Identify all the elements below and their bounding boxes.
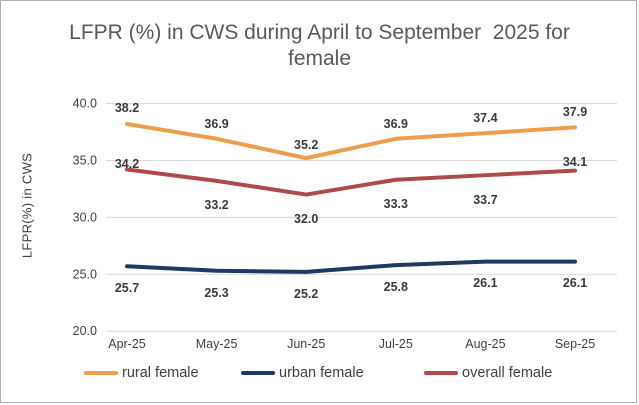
svg-text:26.1: 26.1 (563, 276, 587, 290)
svg-text:34.1: 34.1 (563, 155, 587, 169)
svg-text:40.0: 40.0 (73, 97, 97, 111)
svg-text:25.2: 25.2 (294, 287, 318, 301)
svg-text:Aug-25: Aug-25 (465, 337, 505, 351)
svg-text:Jun-25: Jun-25 (287, 337, 325, 351)
svg-text:37.4: 37.4 (473, 111, 497, 125)
svg-text:34.2: 34.2 (115, 157, 139, 171)
svg-text:Apr-25: Apr-25 (108, 337, 146, 351)
svg-text:33.7: 33.7 (473, 193, 497, 207)
svg-text:33.2: 33.2 (204, 198, 228, 212)
svg-text:35.2: 35.2 (294, 138, 318, 152)
svg-text:Sep-25: Sep-25 (555, 337, 595, 351)
svg-text:38.2: 38.2 (115, 101, 139, 115)
svg-text:May-25: May-25 (196, 337, 238, 351)
svg-text:26.1: 26.1 (473, 276, 497, 290)
svg-text:Jul-25: Jul-25 (379, 337, 413, 351)
svg-text:30.0: 30.0 (73, 210, 97, 224)
svg-text:25.7: 25.7 (115, 281, 139, 295)
svg-text:25.3: 25.3 (204, 286, 228, 300)
svg-text:25.0: 25.0 (73, 267, 97, 281)
svg-text:20.0: 20.0 (73, 324, 97, 338)
svg-text:25.8: 25.8 (384, 280, 408, 294)
svg-text:32.0: 32.0 (294, 212, 318, 226)
svg-text:37.9: 37.9 (563, 105, 587, 119)
svg-text:36.9: 36.9 (204, 117, 228, 131)
svg-text:35.0: 35.0 (73, 154, 97, 168)
svg-text:33.3: 33.3 (384, 197, 408, 211)
svg-text:36.9: 36.9 (384, 117, 408, 131)
